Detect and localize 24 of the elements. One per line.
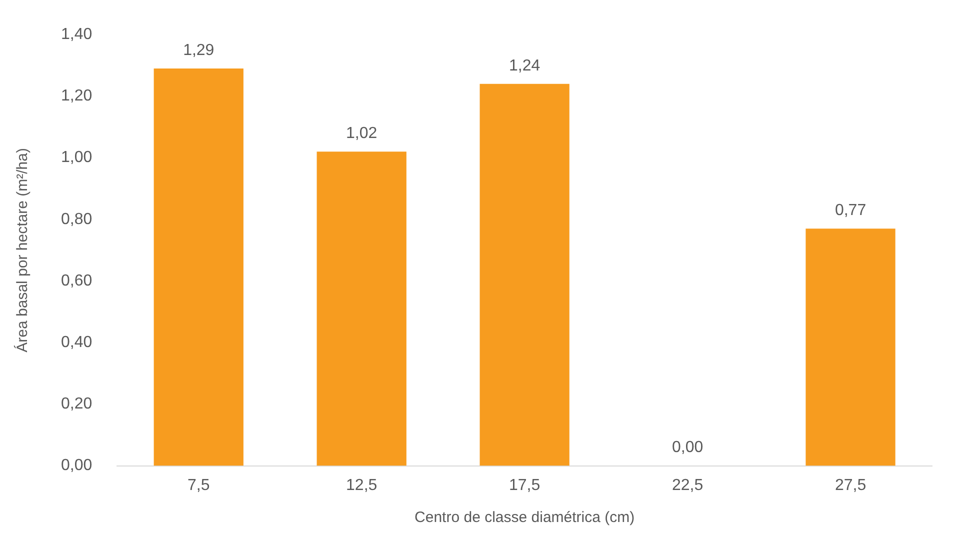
x-tick-label: 27,5 (834, 476, 866, 494)
x-axis-title: Centro de classe diamétrica (cm) (414, 509, 635, 526)
bar (806, 228, 896, 466)
y-tick-label: 0,60 (61, 272, 92, 290)
x-tick-label: 17,5 (509, 476, 540, 494)
x-tick-label: 22,5 (672, 476, 704, 494)
y-tick-label: 1,40 (61, 26, 92, 44)
data-label: 0,77 (834, 202, 866, 220)
bar (480, 84, 570, 466)
y-tick-label: 0,00 (61, 457, 92, 474)
data-label: 0,00 (672, 439, 704, 456)
bar (316, 152, 406, 466)
data-label: 1,29 (183, 42, 214, 59)
data-label: 1,02 (346, 125, 378, 142)
x-tick-label: 12,5 (346, 476, 378, 494)
y-axis-title: Área basal por hectare (m²/ha) (13, 148, 32, 352)
data-label: 1,24 (509, 57, 540, 74)
y-tick-label: 0,20 (61, 396, 92, 413)
y-tick-label: 1,20 (61, 88, 92, 105)
bar (154, 68, 244, 466)
y-tick-label: 1,00 (61, 149, 92, 166)
y-tick-label: 0,40 (61, 334, 92, 352)
y-tick-label: 0,80 (61, 210, 92, 228)
x-tick-label: 7,5 (188, 476, 210, 494)
